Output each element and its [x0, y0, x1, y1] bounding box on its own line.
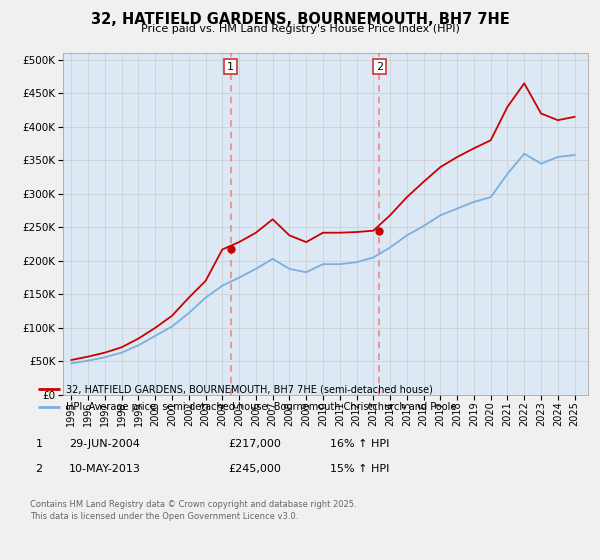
Text: 2: 2 — [376, 62, 383, 72]
Text: 1: 1 — [35, 438, 43, 449]
Text: 2: 2 — [35, 464, 43, 474]
Text: 15% ↑ HPI: 15% ↑ HPI — [330, 464, 389, 474]
Text: £217,000: £217,000 — [228, 438, 281, 449]
Text: £245,000: £245,000 — [228, 464, 281, 474]
Text: Price paid vs. HM Land Registry's House Price Index (HPI): Price paid vs. HM Land Registry's House … — [140, 24, 460, 34]
Text: HPI: Average price, semi-detached house, Bournemouth Christchurch and Poole: HPI: Average price, semi-detached house,… — [66, 402, 456, 412]
Text: Contains HM Land Registry data © Crown copyright and database right 2025.
This d: Contains HM Land Registry data © Crown c… — [30, 500, 356, 521]
Text: 29-JUN-2004: 29-JUN-2004 — [69, 438, 140, 449]
Text: 32, HATFIELD GARDENS, BOURNEMOUTH, BH7 7HE: 32, HATFIELD GARDENS, BOURNEMOUTH, BH7 7… — [91, 12, 509, 27]
Text: 16% ↑ HPI: 16% ↑ HPI — [330, 438, 389, 449]
Text: 32, HATFIELD GARDENS, BOURNEMOUTH, BH7 7HE (semi-detached house): 32, HATFIELD GARDENS, BOURNEMOUTH, BH7 7… — [66, 384, 433, 394]
Text: 1: 1 — [227, 62, 234, 72]
Text: 10-MAY-2013: 10-MAY-2013 — [69, 464, 141, 474]
